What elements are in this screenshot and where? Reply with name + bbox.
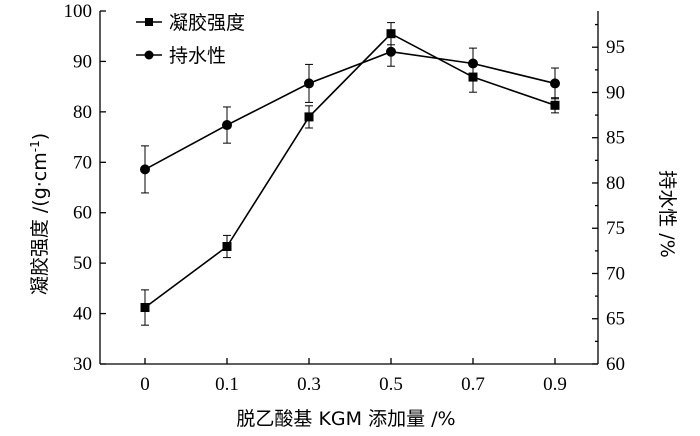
plot-series [140, 22, 560, 326]
data-point-circle [468, 58, 478, 69]
series-line [144, 32, 556, 309]
right-y-axis: 60 65 70 75 80 85 90 95 [592, 23, 625, 375]
x-tick-label: 0.3 [297, 374, 321, 395]
left-tick-label: 70 [73, 152, 92, 173]
right-tick-label: 70 [606, 263, 625, 284]
x-axis-label: 脱乙酸基 KGM 添加量 /% [236, 408, 455, 430]
data-point-square [304, 112, 314, 122]
left-y-axis-label-main: 凝胶强度 /(g·cm [29, 152, 51, 295]
right-tick-label: 65 [606, 309, 625, 330]
data-point-circle [304, 78, 314, 89]
left-tick-label: 100 [64, 1, 93, 22]
legend-entry-water-holding: 持水性 [136, 45, 226, 67]
x-tick-label: 0.7 [461, 374, 485, 395]
left-y-axis-label-close: ) [29, 133, 51, 140]
legend: 凝胶强度 持水性 [136, 12, 245, 67]
left-y-axis: 30 40 50 60 70 80 90 100 [64, 1, 106, 375]
legend-square-marker [145, 18, 153, 26]
legend-entry-gel-strength: 凝胶强度 [136, 12, 245, 34]
right-tick-label: 60 [606, 354, 625, 375]
left-tick-label: 40 [73, 304, 92, 325]
right-tick-label: 95 [606, 37, 625, 58]
x-tick-label: 0 [140, 374, 150, 395]
left-tick-label: 80 [73, 102, 92, 123]
x-tick-label: 0.1 [215, 374, 239, 395]
series-water-holding [140, 36, 560, 194]
data-point-square [386, 29, 396, 39]
data-point-circle [140, 164, 150, 175]
left-y-axis-label-superscript: -1 [28, 140, 42, 152]
right-tick-label: 90 [606, 82, 625, 103]
x-axis: 0 0.1 0.3 0.5 0.7 0.9 [140, 358, 567, 395]
left-tick-label: 60 [73, 203, 92, 224]
x-tick-label: 0.5 [379, 374, 403, 395]
legend-circle-marker [144, 50, 154, 60]
data-point-square [222, 242, 232, 252]
x-tick-label: 0.9 [543, 374, 567, 395]
right-tick-label: 75 [606, 218, 625, 239]
data-point-square [550, 100, 560, 110]
left-tick-label: 30 [73, 354, 92, 375]
data-point-square [140, 303, 150, 313]
left-y-axis-label: 凝胶强度 /(g·cm-1) [28, 133, 51, 295]
series-line [144, 50, 556, 171]
legend-label-water-holding: 持水性 [169, 45, 226, 67]
right-y-axis-label: 持水性 /% [656, 170, 678, 258]
data-point-circle [550, 78, 560, 89]
right-tick-label: 85 [606, 128, 625, 149]
right-tick-label: 80 [606, 173, 625, 194]
left-tick-label: 90 [73, 51, 92, 72]
left-tick-label: 50 [73, 253, 92, 274]
data-point-circle [222, 120, 232, 131]
legend-label-gel-strength: 凝胶强度 [169, 12, 245, 34]
data-point-circle [386, 46, 396, 57]
